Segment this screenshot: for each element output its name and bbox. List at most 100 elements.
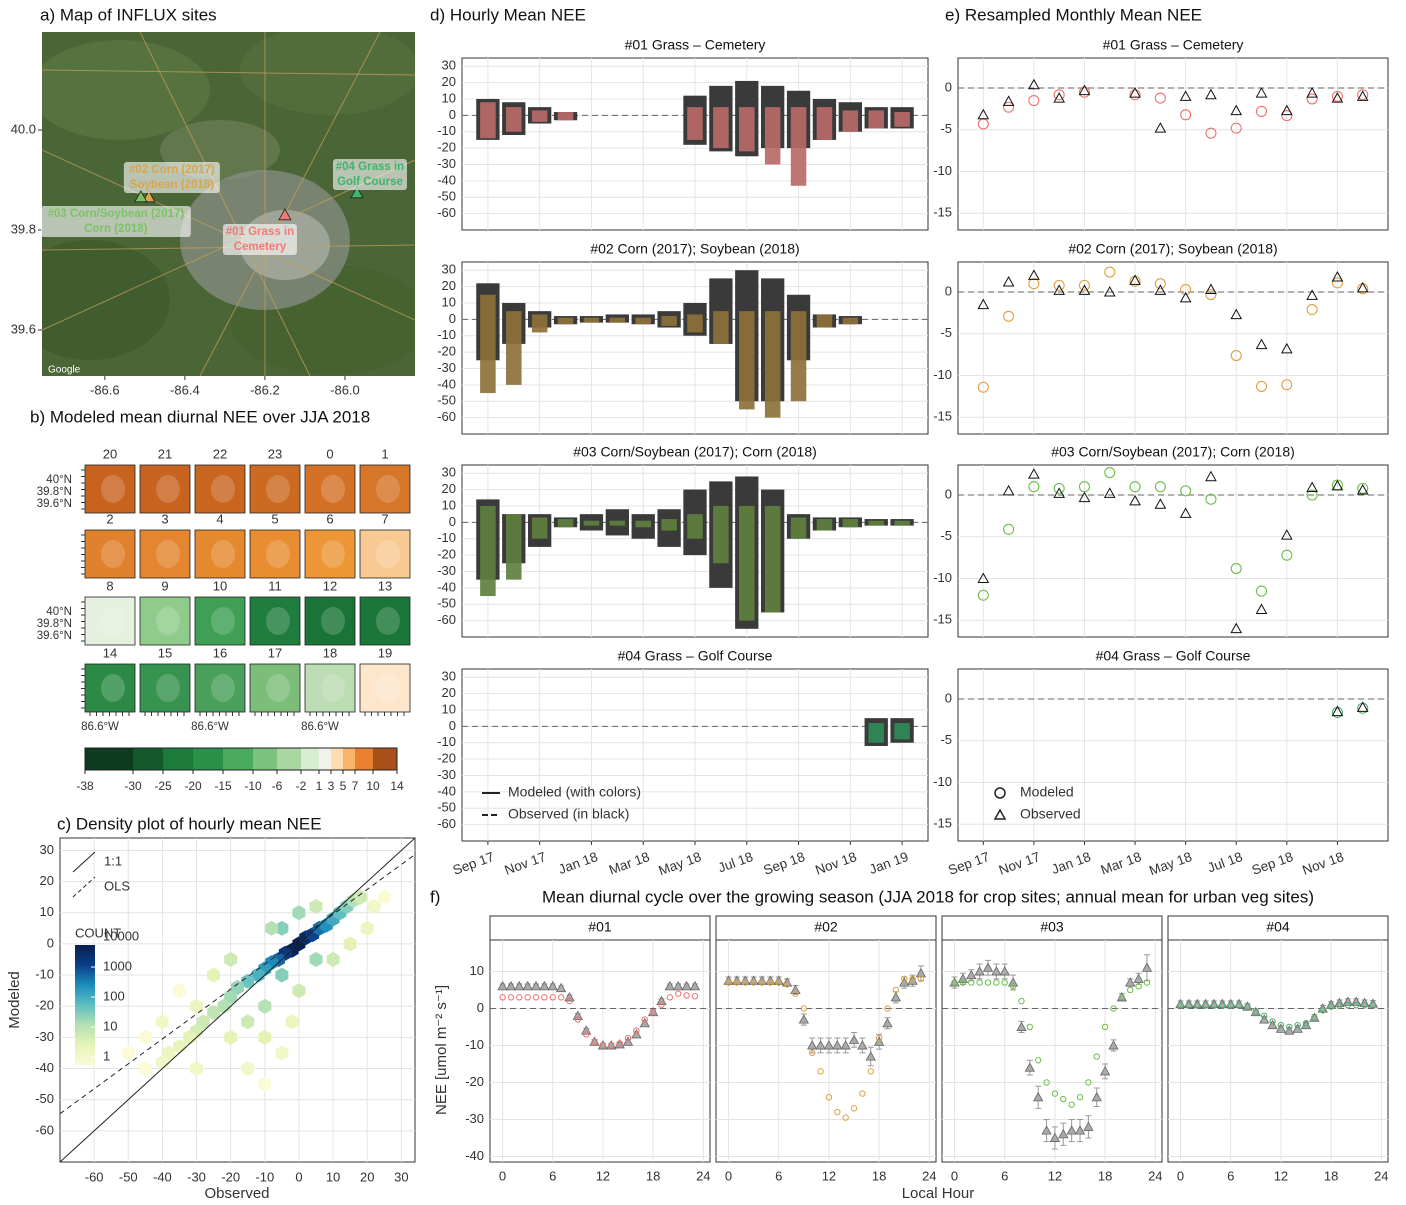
- tile-city: [101, 475, 125, 503]
- x-tick-label: 12: [1048, 1168, 1062, 1183]
- y-tick-label: 30: [442, 262, 456, 277]
- plot-panel: [958, 262, 1388, 434]
- plot-panel: [958, 58, 1388, 230]
- y-tick-label: -40: [437, 172, 456, 187]
- site-label: Corn (2018): [84, 223, 147, 235]
- legend-label: Modeled (with colors): [508, 784, 641, 800]
- y-tick-label: 40.0: [11, 121, 36, 136]
- y-tick-label: 20: [442, 481, 456, 496]
- y-tick-label: -40: [437, 376, 456, 391]
- x-tick-label: Sep 17: [451, 849, 496, 878]
- site-label: Soybean (2018): [130, 179, 215, 191]
- colorbar-label: -25: [154, 779, 172, 793]
- colorbar: [75, 945, 95, 1065]
- y-tick-label: 10: [442, 497, 456, 512]
- y-tick-label: -15: [933, 409, 952, 424]
- y-tick-label: 20: [40, 873, 54, 888]
- legend-label: Observed: [1020, 806, 1081, 822]
- x-tick-label: -86.6: [90, 382, 120, 397]
- hour-label: 21: [158, 446, 172, 461]
- x-tick-label: -86.2: [250, 382, 280, 397]
- y-tick-label: -60: [437, 205, 456, 220]
- x-tick-label: 12: [1274, 1168, 1288, 1183]
- page: {"chart_data": [ {"type": "map", "title"…: [0, 0, 1406, 1205]
- modeled-range: [765, 311, 781, 417]
- x-tick-label: Jul 18: [716, 849, 755, 875]
- colorbar-label: -6: [272, 779, 283, 793]
- site-label: #04 Grass in: [336, 161, 404, 173]
- colorbar-label: -30: [124, 779, 142, 793]
- tile-y-label: 39.8°N: [37, 486, 72, 498]
- hour-label: 17: [268, 645, 282, 660]
- colorbar-bin: [85, 748, 134, 770]
- panel-title: c) Density plot of hourly mean NEE: [57, 814, 322, 833]
- x-tick-label: Jan 18: [556, 849, 599, 877]
- y-tick-label: -10: [933, 570, 952, 585]
- x-tick-label: Jan 18: [1049, 849, 1092, 877]
- y-tick-label: -30: [465, 1111, 484, 1126]
- x-tick-label: Nov 17: [997, 849, 1042, 878]
- x-tick-label: 24: [922, 1168, 936, 1183]
- y-tick-label: -10: [933, 774, 952, 789]
- modeled-range: [635, 521, 651, 528]
- map-texture: [30, 40, 210, 140]
- x-tick-label: Mar 18: [1099, 849, 1144, 877]
- x-tick-label: 0: [1177, 1168, 1184, 1183]
- x-tick-label: 24: [1148, 1168, 1162, 1183]
- y-tick-label: -20: [437, 344, 456, 359]
- panel-subtitle: #04 Grass – Golf Course: [618, 648, 773, 664]
- y-tick-label: 0: [477, 1000, 484, 1015]
- hour-label: 7: [381, 511, 388, 526]
- modeled-range: [894, 521, 910, 526]
- map-texture: [10, 240, 170, 360]
- map-texture: [240, 25, 420, 115]
- panel-title: d) Hourly Mean NEE: [430, 5, 586, 24]
- figure: a) Map of INFLUX sitesGoogle-86.6-86.4-8…: [0, 0, 1406, 1205]
- colorbar-label: 10: [103, 1018, 117, 1033]
- colorbar-bin: [223, 748, 254, 770]
- y-tick-label: -40: [437, 579, 456, 594]
- colorbar-label: 14: [390, 779, 404, 793]
- x-tick-label: Mar 18: [607, 849, 652, 877]
- tile-city: [101, 540, 125, 568]
- hour-label: 4: [216, 511, 223, 526]
- y-tick-label: -50: [437, 393, 456, 408]
- modeled-range: [713, 506, 729, 563]
- x-tick-label: 24: [696, 1168, 710, 1183]
- colorbar-label: 10000: [103, 928, 139, 943]
- modeled-range: [739, 506, 755, 621]
- modeled-range: [661, 519, 677, 530]
- y-tick-label: -10: [933, 163, 952, 178]
- colorbar-label: -20: [184, 779, 202, 793]
- y-tick-label: 0: [945, 486, 952, 501]
- modeled-range: [558, 112, 574, 120]
- x-tick-label: -10: [255, 1169, 274, 1184]
- x-tick-label: Jan 19: [867, 849, 910, 877]
- tile-city: [321, 607, 345, 635]
- colorbar-label: -15: [214, 779, 232, 793]
- panel-subtitle: #03 Corn/Soybean (2017); Corn (2018): [1051, 444, 1295, 460]
- site-label: #02 Corn (2017): [129, 164, 215, 176]
- modeled-range: [868, 521, 884, 526]
- hour-label: 16: [213, 645, 227, 660]
- y-tick-label: 10: [442, 701, 456, 716]
- y-tick-label: -30: [437, 563, 456, 578]
- tile-city: [101, 674, 125, 702]
- y-tick-label: -60: [437, 612, 456, 627]
- tile-city: [211, 607, 235, 635]
- hour-label: 15: [158, 645, 172, 660]
- hour-label: 5: [271, 511, 278, 526]
- y-tick-label: -10: [35, 967, 54, 982]
- modeled-range: [791, 517, 807, 538]
- y-tick-label: 0: [449, 311, 456, 326]
- modeled-range: [687, 514, 703, 539]
- y-tick-label: 39.6: [11, 321, 36, 336]
- hour-label: 11: [268, 578, 282, 593]
- tile-x-label: 86.6°W: [191, 721, 229, 733]
- legend-label: Modeled: [1020, 784, 1074, 800]
- colorbar-bin: [355, 748, 374, 770]
- y-tick-label: -30: [437, 156, 456, 171]
- legend-label: OLS: [104, 878, 130, 893]
- hour-label: 9: [161, 578, 168, 593]
- y-tick-label: 20: [442, 74, 456, 89]
